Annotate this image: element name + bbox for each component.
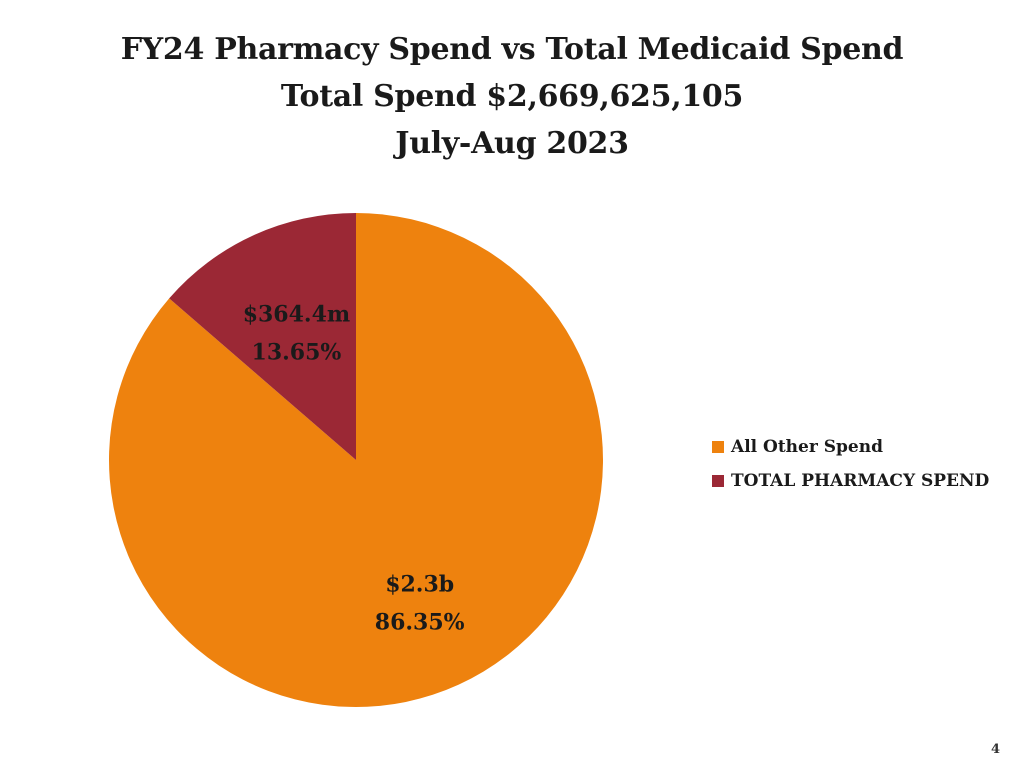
- chart-subtitle-total: Total Spend $2,669,625,105: [280, 79, 744, 114]
- chart-title: FY24 Pharmacy Spend vs Total Medicaid Sp…: [120, 32, 904, 67]
- legend-item-all-other: All Other Spend: [712, 430, 989, 464]
- legend-label-all-other: All Other Spend: [731, 437, 883, 457]
- legend-label-pharmacy: TOTAL PHARMACY SPEND: [731, 471, 990, 491]
- legend-item-pharmacy: TOTAL PHARMACY SPEND: [712, 464, 989, 498]
- chart-title-block: FY24 Pharmacy Spend vs Total Medicaid Sp…: [0, 26, 1024, 167]
- chart-legend: All Other Spend TOTAL PHARMACY SPEND: [712, 430, 989, 498]
- data-label-percent-pharmacy: 13.65%: [252, 340, 342, 366]
- page-number: 4: [990, 742, 1000, 757]
- legend-swatch-all-other: [712, 441, 724, 453]
- chart-subtitle-period: July-Aug 2023: [395, 126, 629, 161]
- data-label-amount-pharmacy: $364.4m: [243, 302, 350, 328]
- legend-swatch-pharmacy: [712, 475, 724, 487]
- pie-slice-all-other: [109, 213, 604, 708]
- data-label-percent-all-other: 86.35%: [375, 609, 465, 635]
- data-label-amount-all-other: $2.3b: [385, 571, 454, 597]
- pie-slice-pharmacy: [169, 213, 356, 460]
